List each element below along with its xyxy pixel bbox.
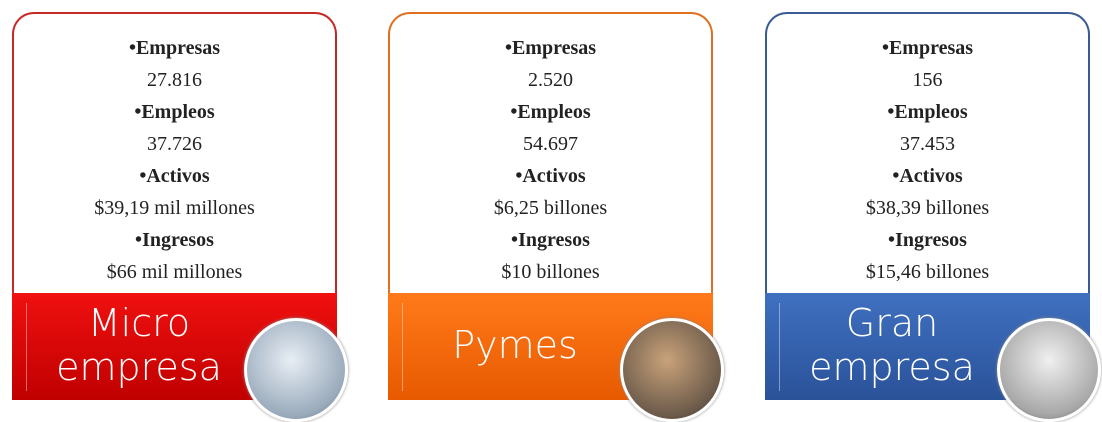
photo bbox=[997, 318, 1101, 422]
stat-value: $39,19 mil millones bbox=[14, 192, 335, 224]
label-line: Pymes bbox=[410, 323, 620, 367]
stat-value: $6,25 billones bbox=[390, 192, 711, 224]
label-line: Micro bbox=[34, 301, 244, 345]
banner-highlight bbox=[26, 303, 27, 391]
card: Empresas27.816Empleos37.726Activos$39,19… bbox=[12, 12, 337, 400]
stat-value: $15,46 billones bbox=[767, 256, 1088, 288]
stat-value: 54.697 bbox=[390, 128, 711, 160]
stat-name: Activos bbox=[390, 160, 711, 192]
photo bbox=[244, 318, 348, 422]
stat-name: Empresas bbox=[767, 32, 1088, 64]
stat-name: Ingresos bbox=[767, 224, 1088, 256]
stat-name: Empleos bbox=[767, 96, 1088, 128]
stat-name: Empresas bbox=[390, 32, 711, 64]
stat-value: 37.453 bbox=[767, 128, 1088, 160]
card: Empresas156Empleos37.453Activos$38,39 bi… bbox=[765, 12, 1090, 400]
label-line: empresa bbox=[787, 345, 997, 389]
stat-value: $38,39 billones bbox=[767, 192, 1088, 224]
stat-list: Empresas27.816Empleos37.726Activos$39,19… bbox=[14, 32, 335, 288]
stat-value: 2.520 bbox=[390, 64, 711, 96]
stat-name: Activos bbox=[767, 160, 1088, 192]
stat-value: 37.726 bbox=[14, 128, 335, 160]
card-body: Empresas156Empleos37.453Activos$38,39 bi… bbox=[765, 12, 1090, 297]
page: {"cards": [ {"items": [{"name": "Empresa… bbox=[0, 0, 1102, 419]
card-body: Empresas27.816Empleos37.726Activos$39,19… bbox=[12, 12, 337, 297]
stat-name: Activos bbox=[14, 160, 335, 192]
banner-highlight bbox=[779, 303, 780, 391]
stat-value: $10 billones bbox=[390, 256, 711, 288]
banner-highlight bbox=[402, 303, 403, 391]
stat-name: Empleos bbox=[390, 96, 711, 128]
stat-value: 27.816 bbox=[14, 64, 335, 96]
stat-value: $66 mil millones bbox=[14, 256, 335, 288]
stat-name: Ingresos bbox=[14, 224, 335, 256]
stat-name: Ingresos bbox=[390, 224, 711, 256]
photo bbox=[620, 318, 724, 422]
label-line: Gran bbox=[787, 301, 997, 345]
stat-name: Empleos bbox=[14, 96, 335, 128]
stat-list: Empresas156Empleos37.453Activos$38,39 bi… bbox=[767, 32, 1088, 288]
stat-name: Empresas bbox=[14, 32, 335, 64]
label-line: empresa bbox=[34, 345, 244, 389]
stat-value: 156 bbox=[767, 64, 1088, 96]
banner-label: Pymes bbox=[410, 323, 620, 367]
